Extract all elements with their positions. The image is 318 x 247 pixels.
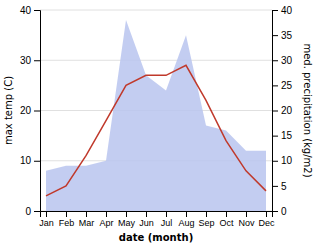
x-tick-label: May: [118, 218, 136, 228]
y2-axis: 0 5 10 15 20 25 30 35 40: [272, 5, 293, 217]
y2-tick: 40: [272, 5, 293, 16]
marks: [46, 20, 266, 211]
y2-tick: 5: [272, 181, 287, 192]
y2-tick-label: 25: [281, 80, 293, 91]
y2-tick-label: 20: [281, 105, 293, 116]
x-tick-label: Nov: [238, 218, 255, 228]
x-tick-label: Jun: [139, 218, 154, 228]
y2-tick: 20: [272, 105, 293, 116]
x-tick-mark: [66, 211, 67, 217]
chart-container: Jan Feb Mar Apr MayJun Jul Aug Sep Oct NovDec 0 10 2…: [0, 0, 318, 247]
x-tick-label: Oct: [219, 218, 234, 228]
x-tick: Feb: [59, 211, 75, 228]
y-tick-label: 30: [20, 55, 32, 66]
x-tick: Nov: [238, 211, 255, 228]
x-tick-label: Dec: [258, 218, 275, 228]
y-tick: 30: [20, 55, 40, 66]
y2-tick-label: 30: [281, 55, 293, 66]
y-tick-mark: [34, 211, 40, 212]
y-tick-label: 20: [20, 105, 32, 116]
x-tick-mark: [166, 211, 167, 217]
y-tick: 10: [20, 155, 40, 166]
y2-tick-mark: [272, 60, 278, 61]
plot: Jan Feb Mar Apr MayJun Jul Aug Sep Oct NovDec 0 10 2…: [3, 5, 313, 243]
x-tick-label: Jan: [39, 218, 54, 228]
x-tick-mark: [266, 211, 267, 217]
y-axis-line: [34, 11, 41, 212]
x-tick-mark: [106, 211, 107, 217]
y-tick-label: 10: [20, 155, 32, 166]
y2-tick: 0: [272, 206, 287, 217]
y2-tick-mark: [272, 85, 278, 86]
y-tick-label: 40: [20, 5, 32, 16]
y2-tick-mark: [272, 35, 278, 36]
x-tick-mark: [86, 211, 87, 217]
y2-tick-label: 10: [281, 155, 293, 166]
x-tick: Oct: [219, 211, 234, 228]
x-tick: Jun: [139, 211, 154, 228]
y-tick-mark: [34, 60, 40, 61]
y2-tick-label: 15: [281, 130, 293, 141]
y2-tick: 15: [272, 130, 293, 141]
x-tick: Mar: [79, 211, 95, 228]
x-tick-mark: [226, 211, 227, 217]
chart: Jan Feb Mar Apr MayJun Jul Aug Sep Oct NovDec 0 10 2…: [0, 0, 318, 247]
y2-axis-line: [273, 11, 279, 212]
area: [46, 20, 266, 211]
y2-tick: 25: [272, 80, 293, 91]
y-tick-mark: [34, 161, 40, 162]
y-axis-title: max temp (C): [3, 76, 14, 145]
y-tick: 40: [20, 5, 40, 16]
y2-tick-label: 40: [281, 5, 293, 16]
x-tick-label: Feb: [59, 218, 75, 228]
x-tick-label: Apr: [99, 218, 113, 228]
y-tick: 20: [20, 105, 40, 116]
y2-tick: 30: [272, 55, 293, 66]
x-tick: May: [118, 211, 136, 228]
x-tick-mark: [246, 211, 247, 217]
grid: [40, 10, 272, 211]
x-tick-mark: [126, 211, 127, 217]
grid-line: [40, 10, 272, 11]
y2-tick-label: 0: [281, 206, 287, 217]
y2-tick-label: 5: [281, 181, 287, 192]
y-tick-mark: [34, 10, 40, 11]
line: [46, 65, 266, 196]
x-tick-mark: [46, 211, 47, 217]
y-tick: 0: [25, 206, 40, 217]
x-axis: Jan Feb Mar Apr MayJun Jul Aug Sep Oct NovDec: [39, 211, 275, 228]
y-axis: 0 10 20 30 40: [20, 5, 41, 217]
grid-line: [40, 60, 272, 61]
y2-tick: 10: [272, 155, 293, 166]
x-axis-line: [41, 212, 273, 218]
y-tick-mark: [34, 111, 40, 112]
y-tick-label: 0: [25, 206, 31, 217]
y2-tick-label: 35: [281, 30, 293, 41]
x-tick-label: Aug: [178, 218, 194, 228]
y2-tick-mark: [272, 211, 278, 212]
x-tick-label: Sep: [198, 218, 214, 228]
x-tick: Jul: [161, 211, 173, 228]
x-tick: Sep: [198, 211, 214, 228]
x-tick-mark: [186, 211, 187, 217]
x-tick: Jan: [39, 211, 54, 228]
x-tick-mark: [146, 211, 147, 217]
x-tick: Dec: [258, 211, 275, 228]
y2-tick-mark: [272, 161, 278, 162]
y2-tick-mark: [272, 186, 278, 187]
y2-tick-mark: [272, 10, 278, 11]
x-tick: Apr: [99, 211, 113, 228]
x-tick-label: Jul: [161, 218, 173, 228]
x-tick: Aug: [178, 211, 194, 228]
y2-tick-mark: [272, 111, 278, 112]
x-tick-label: Mar: [79, 218, 95, 228]
y2-tick: 35: [272, 30, 293, 41]
y2-tick-mark: [272, 136, 278, 137]
x-tick-mark: [206, 211, 207, 217]
x-axis-title: date (month): [119, 232, 193, 243]
y2-axis-title: med. precipitation (kg/m2): [302, 43, 313, 177]
